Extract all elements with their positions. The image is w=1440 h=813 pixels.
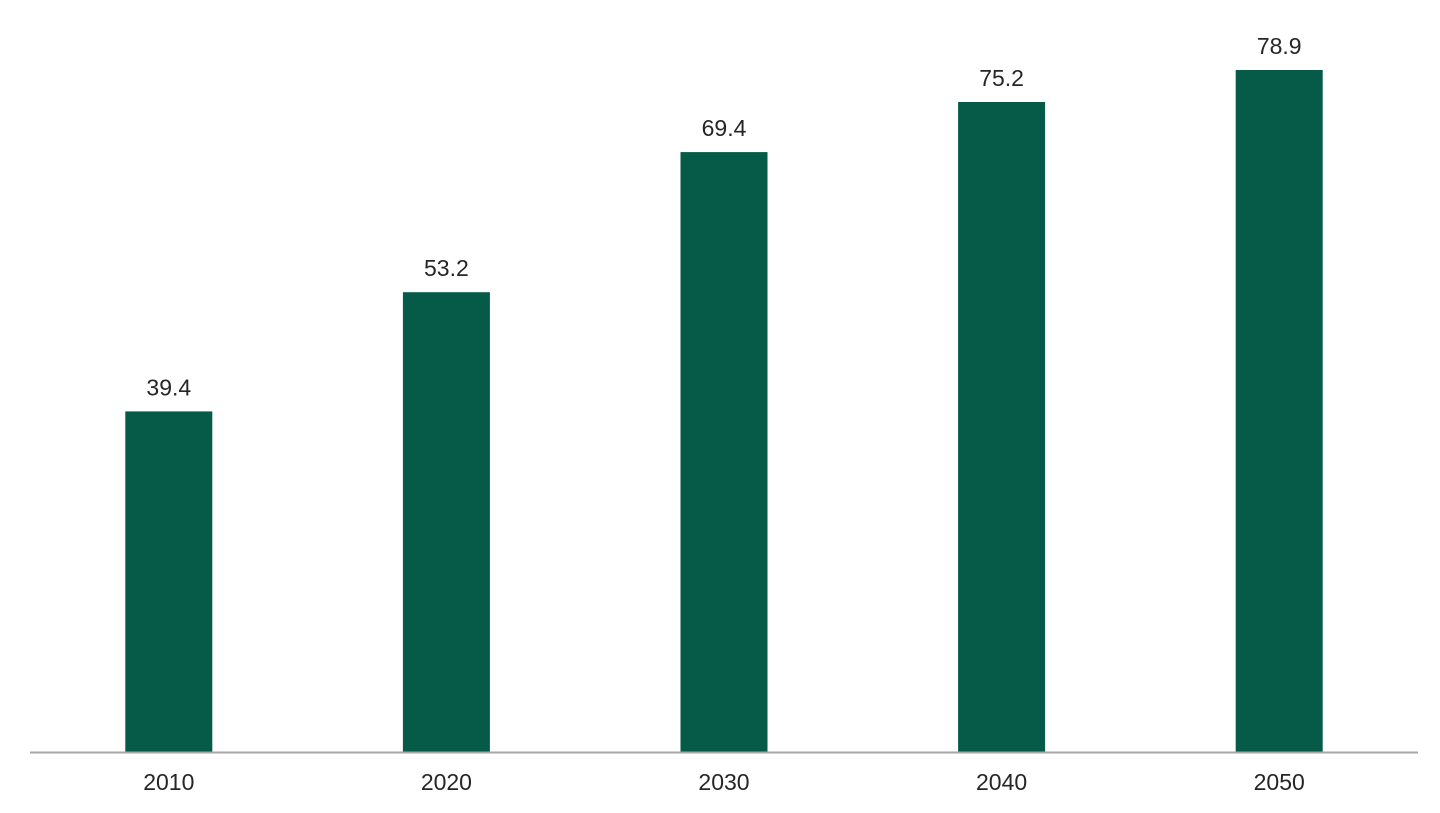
x-tick-label-2040: 2040 [976,769,1027,795]
x-tick-label-2020: 2020 [421,769,472,795]
data-label-2020: 53.2 [424,255,469,281]
bar-2010 [125,411,213,752]
data-labels-group: 39.4 53.2 69.4 75.2 78.9 [146,33,1301,400]
data-label-2030: 69.4 [702,115,747,141]
x-tick-label-2030: 2030 [698,769,749,795]
data-label-2040: 75.2 [979,65,1024,91]
bar-2040 [958,102,1046,752]
x-tick-labels-group: 2010 2020 2030 2040 2050 [143,769,1305,795]
data-label-2010: 39.4 [146,374,191,400]
x-tick-label-2050: 2050 [1254,769,1305,795]
x-tick-label-2010: 2010 [143,769,194,795]
bars-group [125,70,1323,753]
data-label-2050: 78.9 [1257,33,1302,59]
bar-2030 [680,152,768,753]
bar-2020 [402,292,490,752]
bar-2050 [1235,70,1323,752]
